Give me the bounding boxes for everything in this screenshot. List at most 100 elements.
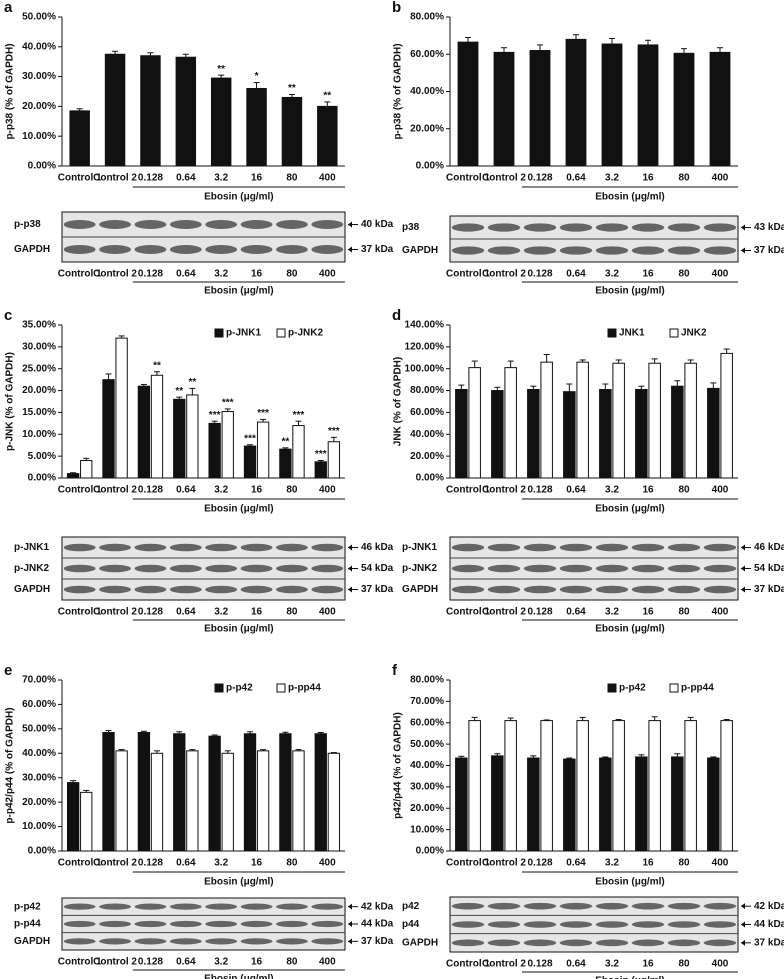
blot-band	[703, 921, 737, 928]
bar	[102, 379, 115, 479]
error-bar	[330, 436, 337, 442]
error-bar	[105, 373, 112, 380]
blot-band	[703, 902, 737, 910]
error-bar	[70, 472, 77, 474]
y-tick-label: 15.00%	[22, 407, 56, 418]
blot-band	[205, 938, 238, 945]
y-tick-label: 40.00%	[22, 748, 56, 759]
error-bar	[723, 348, 730, 354]
blot-row-label: GAPDH	[402, 937, 438, 948]
panel-letter: f	[392, 662, 398, 679]
kda-label: 37 kDa	[361, 936, 394, 947]
error-bar	[317, 460, 324, 462]
error-bar	[112, 50, 119, 55]
x-tick-label: 16	[642, 858, 654, 869]
x-tick-label: 0.128	[138, 858, 163, 869]
bar	[327, 752, 341, 852]
blot-band	[487, 564, 521, 573]
blot-band	[667, 585, 701, 594]
significance: **	[281, 436, 289, 447]
bar	[256, 421, 270, 479]
kda-arrowhead	[741, 224, 745, 231]
x-tick-label: 400	[712, 485, 729, 496]
error-bar	[710, 756, 717, 759]
blot-band	[667, 921, 701, 928]
lane-label: 0.64	[176, 269, 196, 280]
y-tick-label: 20.00%	[410, 451, 444, 462]
kda-label: 54 kDa	[361, 563, 394, 574]
y-axis-label: p-p38 (% of GAPDH)	[5, 43, 16, 139]
blot-band	[276, 920, 308, 928]
bar	[186, 394, 199, 479]
blot-band	[451, 223, 485, 232]
blot-band	[703, 939, 737, 947]
bar	[529, 50, 551, 167]
blot-band	[311, 938, 344, 945]
y-axis-label: p-p42/p44 (% of GAPDH)	[5, 707, 16, 823]
blot-band	[487, 902, 521, 910]
x-tick-label: 80	[286, 858, 298, 869]
error-bar	[83, 457, 90, 461]
bar	[314, 733, 327, 852]
blot-band	[169, 585, 202, 594]
group-label: Ebosin (μg/ml)	[595, 286, 664, 297]
blot-band	[523, 902, 557, 910]
error-bar	[537, 44, 543, 51]
lane-label: 0.64	[566, 959, 586, 970]
kda-label: 54 kDa	[754, 563, 784, 574]
lane-label: 400	[319, 607, 336, 618]
bar	[66, 782, 80, 852]
x-tick-label: Control 1	[58, 858, 102, 869]
blot-band	[169, 245, 202, 254]
x-tick-label: Control 2	[93, 173, 137, 184]
lane-label: 80	[678, 607, 690, 618]
bar	[327, 441, 341, 479]
bar	[540, 720, 553, 852]
error-bar	[218, 74, 225, 79]
y-tick-label: 30.00%	[410, 782, 444, 793]
y-tick-label: 140.00%	[405, 320, 445, 331]
kda-label: 37 kDa	[754, 245, 784, 256]
lane-label: 0.64	[176, 607, 196, 618]
kda-arrowhead	[741, 903, 745, 910]
blot-band	[595, 939, 629, 947]
x-tick-label: 3.2	[605, 858, 619, 869]
bar	[468, 367, 481, 479]
blot-band	[63, 903, 96, 910]
error-bar	[494, 386, 501, 391]
significance: *	[255, 71, 259, 82]
blot-band	[703, 246, 737, 255]
error-bar	[288, 93, 295, 98]
blot-band	[205, 543, 238, 552]
bar	[648, 362, 661, 479]
bar	[563, 758, 576, 852]
blot-band	[134, 564, 167, 573]
blot-band	[631, 585, 665, 594]
y-tick-label: 60.00%	[22, 699, 56, 710]
significance: **	[175, 386, 183, 397]
error-bar	[681, 48, 687, 54]
blot-row-label: p-JNK1	[402, 542, 437, 553]
bar	[720, 352, 733, 479]
error-bar	[253, 82, 260, 89]
error-bar	[147, 52, 154, 56]
bar	[504, 367, 517, 479]
blot-band	[523, 921, 557, 928]
blot-band	[99, 938, 131, 945]
error-bar	[566, 383, 573, 392]
x-tick-label: Control 2	[93, 485, 137, 496]
blot-band	[134, 220, 167, 229]
panel-letter: a	[4, 0, 13, 16]
y-tick-label: 40.00%	[22, 41, 56, 52]
error-bar	[674, 380, 681, 387]
group-label: Ebosin (μg/ml)	[595, 504, 664, 515]
y-tick-label: 40.00%	[410, 86, 444, 97]
lane-label: 0.64	[566, 607, 586, 618]
y-tick-label: 60.00%	[410, 407, 444, 418]
blot-band	[451, 543, 485, 552]
y-axis-label: p42/p44 (% of GAPDH)	[393, 712, 404, 819]
group-label: Ebosin (μg/ml)	[204, 504, 273, 515]
y-tick-label: 35.00%	[22, 320, 56, 331]
blot-band	[240, 920, 273, 928]
